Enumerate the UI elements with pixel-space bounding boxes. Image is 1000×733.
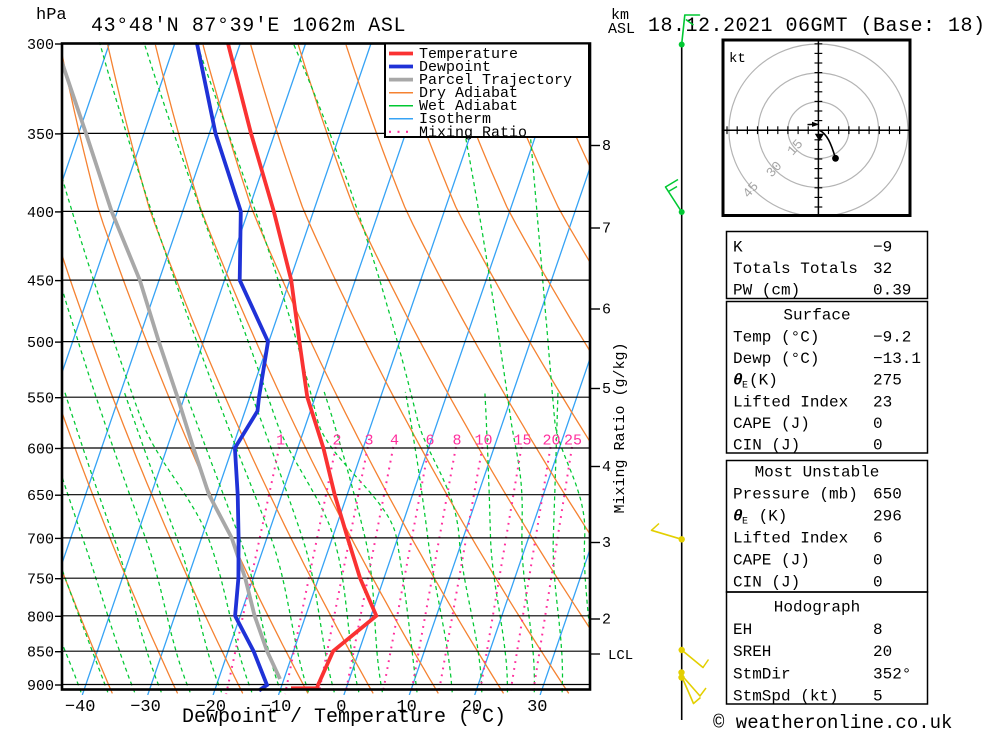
- svg-text:PW (cm): PW (cm): [733, 282, 800, 300]
- svg-text:© weatheronline.co.uk: © weatheronline.co.uk: [713, 712, 952, 733]
- svg-text:4: 4: [602, 459, 611, 476]
- svg-text:6: 6: [425, 433, 434, 450]
- svg-text:Temperature: Temperature: [419, 46, 518, 63]
- svg-text:−40: −40: [65, 698, 96, 717]
- svg-text:18.12.2021 06GMT (Base: 18): 18.12.2021 06GMT (Base: 18): [648, 15, 986, 38]
- svg-text:23: 23: [873, 394, 892, 412]
- svg-text:Mixing Ratio (g/kg): Mixing Ratio (g/kg): [612, 342, 629, 513]
- svg-text:8: 8: [873, 621, 883, 639]
- svg-text:352°: 352°: [873, 666, 911, 684]
- svg-text:Hodograph: Hodograph: [774, 599, 860, 617]
- svg-text:650: 650: [873, 486, 902, 504]
- svg-text:Dry Adiabat: Dry Adiabat: [419, 85, 518, 102]
- svg-text:−9.2: −9.2: [873, 329, 911, 347]
- svg-text:8: 8: [602, 138, 611, 155]
- svg-text:0.39: 0.39: [873, 282, 911, 300]
- svg-text:−9: −9: [873, 239, 892, 257]
- svg-text:km: km: [611, 7, 629, 24]
- svg-text:−30: −30: [130, 698, 161, 717]
- svg-text:−20: −20: [195, 698, 226, 717]
- svg-text:650: 650: [27, 488, 54, 505]
- svg-text:(K): (K): [749, 508, 787, 526]
- svg-text:750: 750: [27, 572, 54, 589]
- svg-text:0: 0: [336, 698, 346, 717]
- svg-text:Dewpoint: Dewpoint: [419, 59, 491, 76]
- svg-text:K: K: [733, 239, 743, 257]
- svg-text:Pressure (mb): Pressure (mb): [733, 486, 858, 504]
- svg-text:SREH: SREH: [733, 643, 771, 661]
- svg-text:CIN (J): CIN (J): [733, 574, 800, 592]
- svg-text:kt: kt: [729, 51, 746, 67]
- svg-text:296: 296: [873, 508, 902, 526]
- svg-text:20: 20: [873, 643, 892, 661]
- svg-text:3: 3: [602, 535, 611, 552]
- svg-text:(K): (K): [749, 372, 778, 390]
- svg-text:Isotherm: Isotherm: [419, 111, 491, 128]
- svg-text:CAPE (J): CAPE (J): [733, 415, 810, 433]
- svg-text:7: 7: [602, 221, 611, 238]
- svg-text:Totals Totals: Totals Totals: [733, 260, 858, 278]
- svg-text:E: E: [742, 381, 748, 392]
- svg-text:CIN (J): CIN (J): [733, 437, 800, 455]
- svg-text:5: 5: [873, 688, 883, 706]
- svg-text:Most Unstable: Most Unstable: [755, 464, 880, 482]
- svg-text:800: 800: [27, 609, 54, 626]
- svg-text:CAPE (J): CAPE (J): [733, 552, 810, 570]
- svg-text:StmDir: StmDir: [733, 666, 791, 684]
- svg-text:400: 400: [27, 205, 54, 222]
- svg-text:30: 30: [527, 698, 547, 717]
- svg-text:Lifted Index: Lifted Index: [733, 394, 848, 412]
- svg-text:5: 5: [602, 381, 611, 398]
- svg-text:0: 0: [873, 415, 883, 433]
- svg-text:32: 32: [873, 260, 892, 278]
- svg-text:Surface: Surface: [783, 307, 850, 325]
- svg-text:Dewpoint / Temperature (°C): Dewpoint / Temperature (°C): [182, 706, 506, 729]
- svg-text:6: 6: [873, 530, 883, 548]
- svg-text:300: 300: [27, 37, 54, 54]
- svg-text:Lifted Index: Lifted Index: [733, 530, 848, 548]
- svg-text:600: 600: [27, 442, 54, 459]
- svg-text:LCL: LCL: [608, 648, 633, 664]
- svg-text:6: 6: [602, 302, 611, 319]
- svg-text:2: 2: [332, 433, 341, 450]
- svg-text:−13.1: −13.1: [873, 350, 921, 368]
- svg-text:700: 700: [27, 531, 54, 548]
- svg-text:StmSpd (kt): StmSpd (kt): [733, 688, 839, 706]
- svg-text:2: 2: [602, 612, 611, 629]
- svg-text:25: 25: [564, 433, 582, 450]
- svg-text:Dewp (°C): Dewp (°C): [733, 350, 819, 368]
- svg-text:1: 1: [276, 433, 285, 450]
- svg-text:E: E: [742, 517, 748, 528]
- svg-text:hPa: hPa: [36, 6, 67, 25]
- svg-text:θ: θ: [733, 372, 743, 390]
- svg-text:Mixing Ratio: Mixing Ratio: [419, 124, 527, 141]
- svg-text:ASL: ASL: [608, 21, 635, 38]
- svg-text:Wet Adiabat: Wet Adiabat: [419, 98, 518, 115]
- svg-text:8: 8: [452, 433, 461, 450]
- svg-text:Parcel Trajectory: Parcel Trajectory: [419, 72, 572, 89]
- svg-text:10: 10: [474, 433, 492, 450]
- svg-text:450: 450: [27, 274, 54, 291]
- svg-text:43°48'N 87°39'E 1062m ASL: 43°48'N 87°39'E 1062m ASL: [91, 15, 406, 38]
- svg-text:−10: −10: [261, 698, 292, 717]
- svg-text:θ: θ: [733, 508, 743, 526]
- svg-text:275: 275: [873, 372, 902, 390]
- svg-text:0: 0: [873, 574, 883, 592]
- svg-text:500: 500: [27, 335, 54, 352]
- svg-text:20: 20: [462, 698, 482, 717]
- svg-text:15: 15: [513, 433, 531, 450]
- svg-text:3: 3: [364, 433, 373, 450]
- svg-text:850: 850: [27, 645, 54, 662]
- svg-text:10: 10: [396, 698, 416, 717]
- svg-text:EH: EH: [733, 621, 752, 639]
- svg-text:0: 0: [873, 552, 883, 570]
- svg-text:550: 550: [27, 391, 54, 408]
- svg-text:900: 900: [27, 678, 54, 695]
- svg-text:0: 0: [873, 437, 883, 455]
- svg-text:350: 350: [27, 127, 54, 144]
- svg-text:20: 20: [542, 433, 560, 450]
- svg-text:4: 4: [390, 433, 399, 450]
- svg-text:Temp (°C): Temp (°C): [733, 329, 819, 347]
